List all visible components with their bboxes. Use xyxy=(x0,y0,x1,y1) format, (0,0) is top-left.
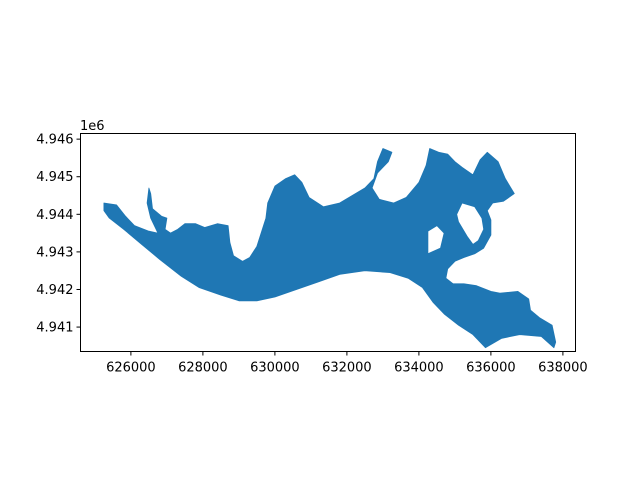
y-tick-label: 4.943 xyxy=(36,245,73,260)
y-tick-label: 4.944 xyxy=(36,208,73,223)
y-tick-label: 4.942 xyxy=(36,283,73,298)
x-tick-label: 630000 xyxy=(250,361,300,376)
x-tick-label: 638000 xyxy=(538,361,588,376)
y-offset-label: 1e6 xyxy=(80,119,105,134)
y-tick-label: 4.946 xyxy=(36,133,73,148)
y-axis-ticks: 4.941 4.942 4.943 4.944 4.945 4.946 xyxy=(36,133,81,336)
axes-frame xyxy=(80,133,576,352)
x-tick-label: 632000 xyxy=(322,361,372,376)
geometry-polygon xyxy=(103,148,557,349)
y-tick-label: 4.945 xyxy=(36,170,73,185)
x-axis-ticks: 626000 628000 630000 632000 634000 636000 6380… xyxy=(106,351,588,376)
x-tick-label: 626000 xyxy=(106,361,156,376)
x-tick-label: 628000 xyxy=(178,361,228,376)
y-tick-label: 4.941 xyxy=(36,321,73,336)
x-tick-label: 634000 xyxy=(394,361,444,376)
plot-area xyxy=(103,148,557,349)
x-tick-label: 636000 xyxy=(466,361,516,376)
axes xyxy=(80,133,576,352)
